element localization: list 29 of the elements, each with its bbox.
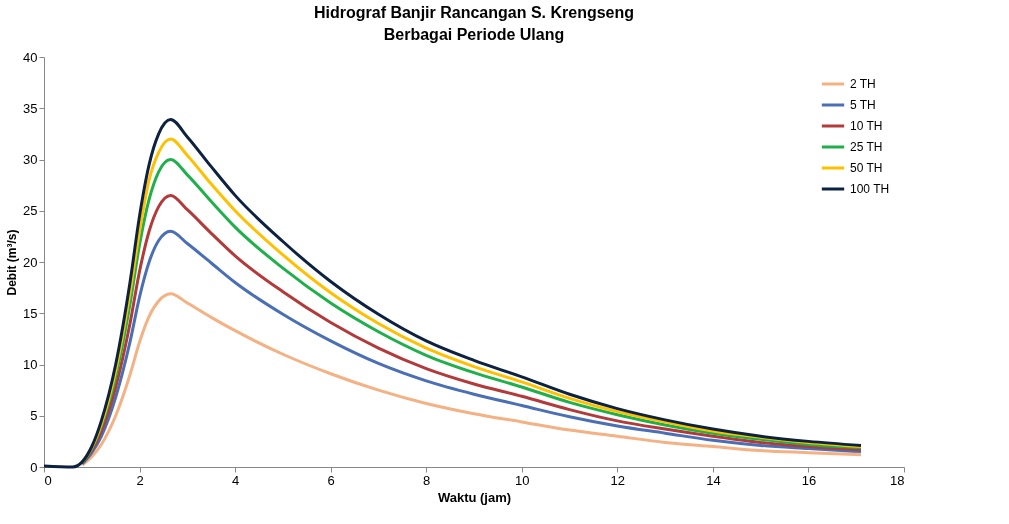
legend-label: 50 TH	[850, 161, 883, 175]
line-series	[80, 292, 863, 467]
x-tick-label: 16	[801, 472, 817, 488]
y-tick-label: 30	[23, 152, 38, 167]
y-tick-label: 15	[23, 305, 38, 321]
x-tick-label: 6	[327, 472, 335, 488]
x-tick-label: 14	[706, 472, 721, 488]
x-tick-label: 0	[44, 472, 52, 488]
x-tick-label: 2	[136, 472, 144, 488]
x-tick-label: 4	[231, 472, 240, 488]
x-tick-label: 12	[610, 472, 626, 488]
legend-label: 25 TH	[850, 140, 883, 154]
y-tick-label: 40	[23, 49, 38, 65]
legend-label: 2 TH	[850, 77, 876, 91]
x-tick-label: 8	[423, 472, 431, 488]
legend-label: 10 TH	[850, 119, 883, 133]
chart-title: Hidrograf Banjir Rancangan S. Krengseng Berbagai Periode Ulang	[313, 4, 635, 43]
y-tick-label: 25	[23, 203, 38, 219]
x-tick-label: 10	[515, 472, 530, 488]
y-tick-label: 20	[23, 254, 38, 270]
y-tick-label: 5	[30, 408, 38, 424]
y-tick-label: 35	[23, 100, 38, 116]
legend-label: 100 TH	[850, 182, 890, 196]
y-tick-label: 0	[30, 459, 38, 475]
x-tick-label: 18	[890, 472, 905, 488]
y-axis-title: Debit (m³/s)	[5, 229, 20, 296]
x-axis-title: Waktu (jam)	[437, 489, 512, 505]
legend-label: 5 TH	[850, 98, 876, 112]
y-tick-label: 10	[23, 357, 38, 372]
